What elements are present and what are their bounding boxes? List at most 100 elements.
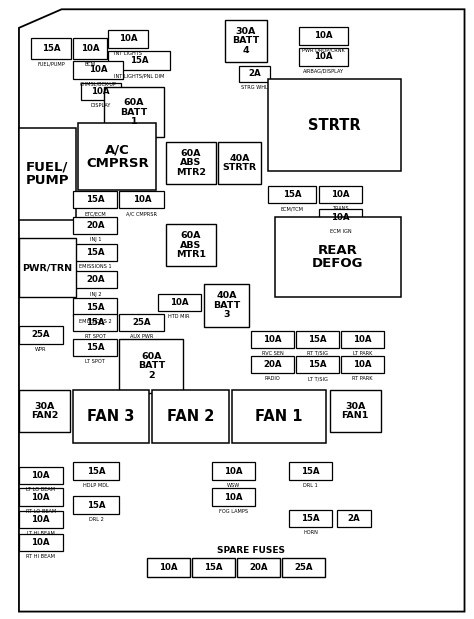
- Bar: [104, 87, 164, 137]
- Text: 10A: 10A: [353, 335, 372, 344]
- Text: 20A: 20A: [86, 221, 105, 230]
- Bar: [251, 331, 294, 348]
- Text: 10A: 10A: [314, 32, 333, 40]
- Text: 25A: 25A: [133, 318, 151, 327]
- Text: 15A: 15A: [283, 190, 301, 199]
- Text: FAN 1: FAN 1: [255, 409, 303, 424]
- Text: RADIO: RADIO: [264, 376, 281, 381]
- Text: FAN 3: FAN 3: [87, 409, 135, 424]
- Text: 20A: 20A: [263, 360, 282, 369]
- Bar: [296, 331, 339, 348]
- Text: 15A: 15A: [86, 318, 105, 327]
- Text: 10A: 10A: [81, 44, 100, 53]
- Text: PWR/TRN: PWR/TRN: [22, 263, 73, 272]
- Text: 60A
ABS
MTR2: 60A ABS MTR2: [176, 149, 206, 176]
- Bar: [73, 191, 117, 208]
- Bar: [19, 326, 63, 344]
- Bar: [218, 142, 261, 184]
- Text: 15A: 15A: [308, 335, 327, 344]
- Text: EMISSIONS 1: EMISSIONS 1: [79, 264, 111, 269]
- Text: AIRBAG/DISPLAY: AIRBAG/DISPLAY: [303, 69, 344, 74]
- Bar: [289, 510, 332, 527]
- Text: FUEL/
PUMP: FUEL/ PUMP: [26, 161, 69, 187]
- Text: 10A: 10A: [170, 298, 189, 307]
- Text: 10A: 10A: [31, 471, 50, 480]
- Bar: [19, 511, 63, 528]
- Text: 25A: 25A: [31, 331, 50, 339]
- Text: SPARE FUSES: SPARE FUSES: [217, 547, 285, 555]
- Text: EMISSIONS 2: EMISSIONS 2: [79, 319, 111, 324]
- Text: 10A: 10A: [314, 53, 333, 61]
- Text: WPR: WPR: [35, 347, 46, 352]
- Bar: [31, 38, 71, 59]
- Bar: [299, 27, 348, 45]
- Text: ECM IGN: ECM IGN: [329, 229, 351, 234]
- Text: 15A: 15A: [301, 514, 320, 523]
- Text: FOG LAMPS: FOG LAMPS: [219, 509, 248, 514]
- Bar: [212, 462, 255, 480]
- Text: 15A: 15A: [87, 467, 105, 475]
- Text: 15A: 15A: [204, 563, 223, 572]
- Text: 10A: 10A: [159, 563, 178, 572]
- Bar: [108, 51, 170, 70]
- Text: 15A: 15A: [86, 303, 105, 311]
- Text: DRL 2: DRL 2: [89, 517, 103, 522]
- Text: 10A: 10A: [31, 493, 50, 501]
- Text: INT LIGHTS: INT LIGHTS: [114, 51, 142, 56]
- Bar: [275, 217, 401, 297]
- Bar: [73, 271, 117, 288]
- Text: FUEL/PUMP: FUEL/PUMP: [37, 62, 65, 67]
- Text: 10A: 10A: [31, 515, 50, 524]
- Text: INJ 1: INJ 1: [90, 237, 101, 242]
- Text: 25A: 25A: [294, 563, 313, 572]
- Text: 2A: 2A: [248, 69, 261, 78]
- Polygon shape: [19, 9, 465, 612]
- Text: A/C
CMPRSR: A/C CMPRSR: [86, 144, 149, 170]
- Text: REAR
DEFOG: REAR DEFOG: [312, 244, 364, 270]
- Text: 30A
FAN1: 30A FAN1: [342, 402, 369, 420]
- Bar: [166, 224, 216, 266]
- Text: 60A
BATT
1: 60A BATT 1: [120, 98, 147, 126]
- Text: RT SPOT: RT SPOT: [85, 334, 106, 339]
- Text: 60A
BATT
2: 60A BATT 2: [138, 352, 165, 379]
- Text: 2A: 2A: [347, 514, 360, 523]
- Text: LT LO BEAM: LT LO BEAM: [26, 487, 55, 492]
- Bar: [73, 244, 117, 261]
- Bar: [237, 558, 280, 577]
- Text: LT PARK: LT PARK: [353, 351, 372, 356]
- Bar: [239, 66, 270, 82]
- Bar: [158, 294, 201, 311]
- Bar: [73, 298, 117, 316]
- Text: STRG WHL: STRG WHL: [241, 85, 268, 90]
- Text: 40A
STRTR: 40A STRTR: [222, 154, 256, 172]
- Text: A/C CMPRSR: A/C CMPRSR: [127, 211, 157, 216]
- Bar: [19, 390, 70, 432]
- Text: RT LO BEAM: RT LO BEAM: [26, 509, 56, 514]
- Text: LT HI BEAM: LT HI BEAM: [27, 531, 55, 536]
- Bar: [166, 142, 216, 184]
- Bar: [108, 30, 148, 48]
- Text: 10A: 10A: [91, 87, 110, 96]
- Bar: [73, 314, 117, 331]
- Bar: [192, 558, 235, 577]
- Bar: [232, 390, 326, 443]
- Text: 10A: 10A: [224, 493, 243, 501]
- Text: AUX PWR: AUX PWR: [130, 334, 154, 339]
- Text: FAN 2: FAN 2: [167, 409, 214, 424]
- Bar: [73, 339, 117, 356]
- Text: CHMSL/BCK-UP: CHMSL/BCK-UP: [80, 82, 117, 87]
- Bar: [152, 390, 229, 443]
- Text: 10A: 10A: [263, 335, 282, 344]
- Text: 15A: 15A: [87, 501, 105, 509]
- Text: 15A: 15A: [86, 195, 105, 204]
- Bar: [268, 79, 401, 171]
- Text: BCM: BCM: [84, 62, 96, 67]
- Text: DRL 1: DRL 1: [303, 483, 318, 488]
- Bar: [78, 123, 156, 190]
- Bar: [73, 38, 107, 59]
- Bar: [19, 534, 63, 551]
- Text: 10A: 10A: [331, 190, 350, 199]
- Text: 15A: 15A: [308, 360, 327, 369]
- Bar: [119, 191, 164, 208]
- Text: 10A: 10A: [31, 538, 50, 547]
